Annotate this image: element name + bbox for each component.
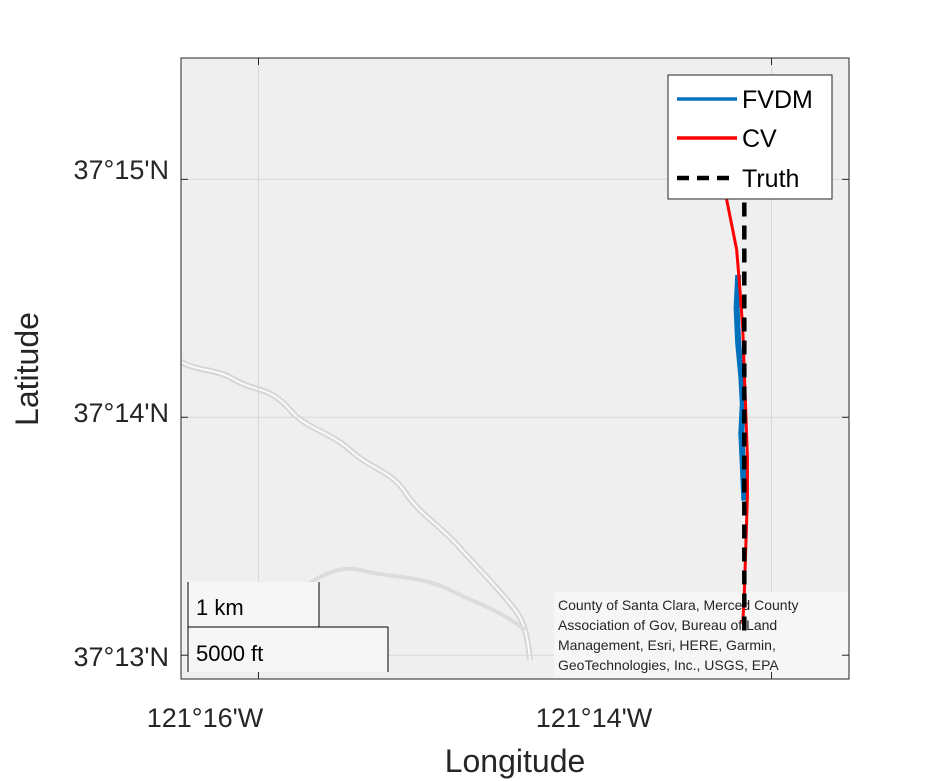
axes-frame xyxy=(180,57,850,680)
attribution-line-2: Association of Gov, Bureau of Land xyxy=(558,617,777,633)
scale-bar: 1 km 5000 ft xyxy=(186,582,389,672)
tick-marks xyxy=(181,58,849,679)
legend-label-truth: Truth xyxy=(742,165,799,193)
lat-tick-label: 37°15'N xyxy=(73,155,169,185)
attribution-line-1: County of Santa Clara, Merced County xyxy=(558,597,798,613)
legend-label-cv: CV xyxy=(742,125,777,153)
attribution: County of Santa Clara, Merced County Ass… xyxy=(554,592,848,678)
legend: FVDM CV Truth xyxy=(667,74,833,200)
scale-label-imperial: 5000 ft xyxy=(196,641,263,666)
lat-tick-label: 37°14'N xyxy=(73,398,169,428)
attribution-line-3: Management, Esri, HERE, Garmin, xyxy=(558,637,776,653)
lon-tick-label: 121°14'W xyxy=(536,703,653,733)
y-axis-label: Latitude xyxy=(9,312,45,426)
scale-label-metric: 1 km xyxy=(196,595,244,620)
lat-tick-label: 37°13'N xyxy=(73,642,169,672)
lon-tick-label: 121°16'W xyxy=(147,703,264,733)
x-axis-label: Longitude xyxy=(445,743,586,779)
attribution-line-4: GeoTechnologies, Inc., USGS, EPA xyxy=(558,657,779,673)
river-highlight xyxy=(180,361,531,661)
legend-label-fvdm: FVDM xyxy=(742,86,813,114)
river-branch xyxy=(298,566,527,632)
